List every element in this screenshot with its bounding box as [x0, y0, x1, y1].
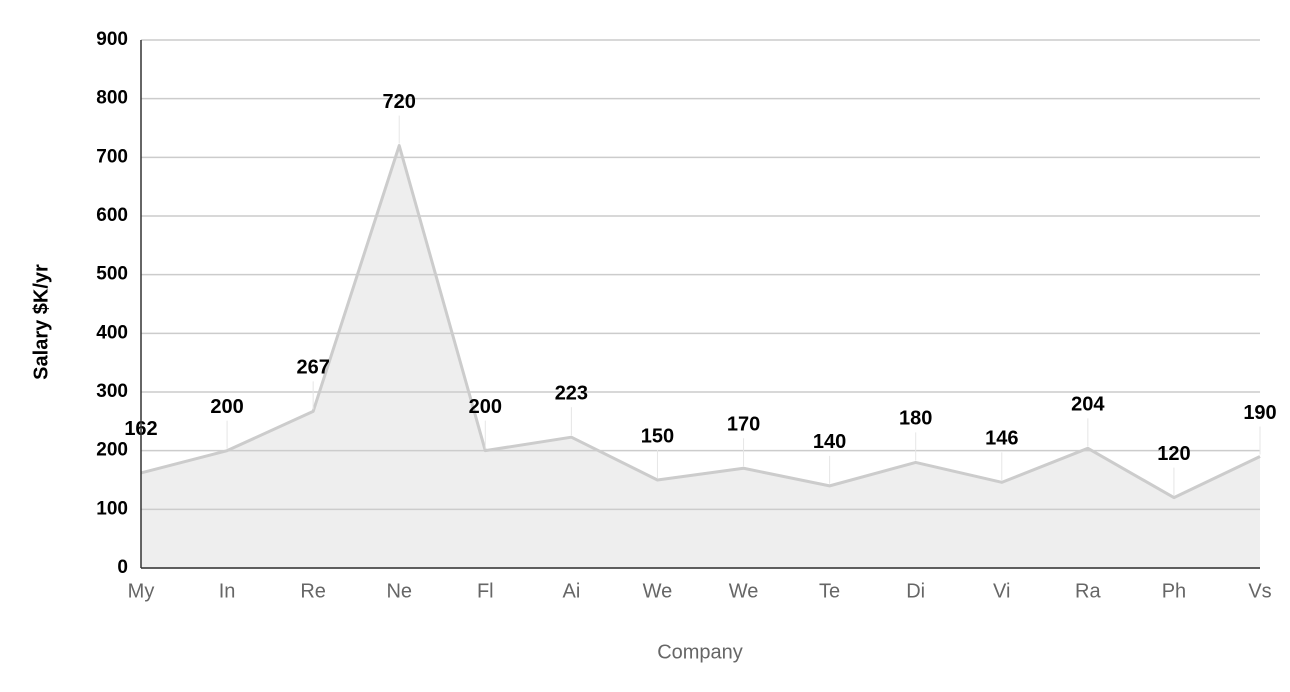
area-fill — [141, 145, 1260, 568]
value-label: 200 — [469, 396, 502, 418]
x-tick-label: Ai — [562, 580, 580, 602]
y-tick-label: 100 — [96, 498, 128, 519]
y-tick-label: 200 — [96, 440, 128, 461]
y-tick-label: 500 — [96, 264, 128, 285]
value-label: 150 — [641, 425, 674, 447]
x-tick-label: Di — [906, 580, 925, 602]
x-tick-label: My — [128, 580, 155, 602]
x-axis-title: Company — [657, 641, 743, 663]
y-tick-label: 900 — [96, 29, 128, 50]
x-tick-label: Fl — [477, 580, 494, 602]
value-label: 190 — [1243, 402, 1276, 424]
value-label: 200 — [210, 396, 243, 418]
value-label: 146 — [985, 428, 1018, 450]
value-label: 720 — [383, 91, 416, 113]
value-label: 180 — [899, 408, 932, 430]
x-tick-label: Te — [819, 580, 840, 602]
y-tick-label: 800 — [96, 88, 128, 109]
x-tick-label: Ne — [386, 580, 412, 602]
value-label: 140 — [813, 431, 846, 453]
x-tick-label: Vi — [993, 580, 1010, 602]
value-label: 267 — [296, 357, 329, 379]
y-tick-label: 300 — [96, 381, 128, 402]
y-tick-label: 600 — [96, 205, 128, 226]
x-tick-label: Ra — [1075, 580, 1101, 602]
x-tick-label: We — [643, 580, 673, 602]
x-tick-label: Ph — [1162, 580, 1186, 602]
x-tick-label: Vs — [1248, 580, 1271, 602]
x-tick-label: We — [729, 580, 759, 602]
value-label: 120 — [1157, 443, 1190, 465]
x-tick-label: Re — [300, 580, 326, 602]
y-axis-title: Salary $K/yr — [30, 264, 52, 380]
y-tick-label: 0 — [117, 557, 128, 578]
y-tick-label: 700 — [96, 146, 128, 167]
area-line — [140, 144, 1261, 500]
value-label: 223 — [555, 382, 588, 404]
y-tick-label: 400 — [96, 322, 128, 343]
value-label: 204 — [1071, 394, 1105, 416]
value-label: 170 — [727, 414, 760, 436]
x-tick-label: In — [219, 580, 236, 602]
